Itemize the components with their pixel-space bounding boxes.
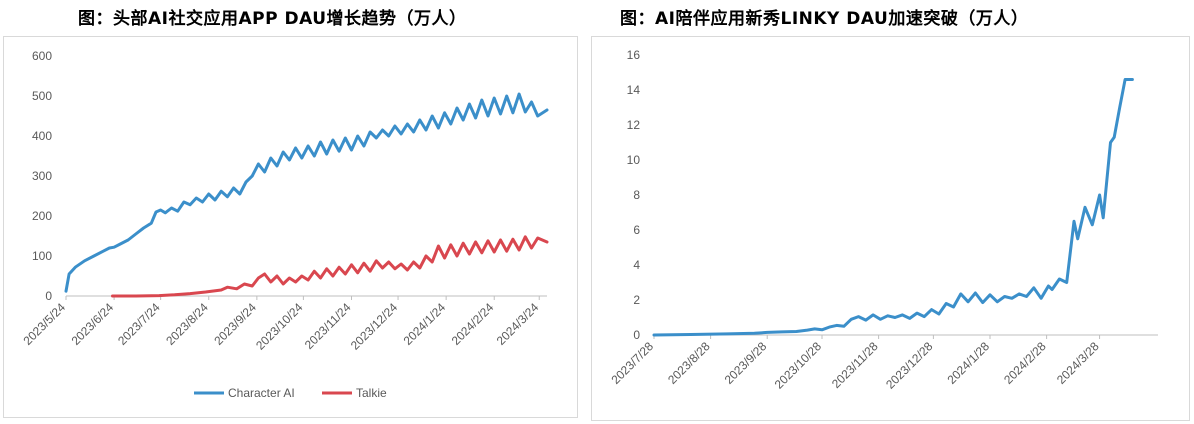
x-tick-label: 2023/11/24 bbox=[302, 300, 354, 352]
x-tick-label: 2024/1/28 bbox=[944, 339, 992, 387]
y-tick-label: 10 bbox=[627, 153, 641, 167]
y-tick-label: 14 bbox=[627, 83, 641, 97]
x-tick-label: 2023/12/24 bbox=[348, 300, 401, 353]
linky-dau-chart: 0 2 4 6 8 10 12 14 16 2023/7/28 2023/8/28 2023/9/28… bbox=[608, 48, 1158, 392]
y-tick-label: 400 bbox=[32, 129, 52, 143]
y-tick-label: 4 bbox=[633, 258, 640, 272]
y-tick-label: 0 bbox=[633, 328, 640, 342]
x-tick-label: 2024/1/24 bbox=[401, 300, 449, 348]
y-tick-label: 600 bbox=[32, 49, 52, 63]
series-line-talkie bbox=[111, 235, 549, 298]
y-tick-label: 0 bbox=[45, 289, 52, 303]
x-tick-label: 2024/3/24 bbox=[494, 300, 542, 348]
y-tick-label: 300 bbox=[32, 169, 52, 183]
x-tick-label: 2024/2/28 bbox=[1001, 339, 1049, 387]
x-tick-label: 2024/3/28 bbox=[1054, 339, 1102, 387]
x-tick-label: 2023/12/28 bbox=[883, 339, 936, 392]
x-tick-label: 2023/5/24 bbox=[20, 300, 68, 348]
x-tick-label: 2023/8/28 bbox=[665, 339, 713, 387]
y-tick-label: 500 bbox=[32, 89, 52, 103]
y-tick-label: 200 bbox=[32, 209, 52, 223]
y-tick-label: 6 bbox=[633, 223, 640, 237]
x-tick-label: 2023/7/24 bbox=[115, 300, 163, 348]
y-tick-label: 8 bbox=[633, 188, 640, 202]
chart-legend: Character AI Talkie bbox=[194, 386, 387, 400]
x-tick-label: 2023/9/24 bbox=[211, 300, 259, 348]
y-tick-label: 100 bbox=[32, 249, 52, 263]
left-chart-panel: 0 100 200 300 400 500 600 2023/5/24 2023/6/24 202… bbox=[3, 36, 578, 418]
y-tick-label: 12 bbox=[627, 118, 641, 132]
y-tick-label: 16 bbox=[627, 48, 641, 62]
series-line-character-ai bbox=[64, 92, 549, 293]
right-chart-title: 图：AI陪伴应用新秀LINKY DAU加速突破（万人） bbox=[620, 9, 1029, 29]
x-tick-label: 2023/7/28 bbox=[608, 339, 656, 387]
x-tick-label: 2023/10/24 bbox=[253, 300, 306, 353]
x-tick-label: 2023/10/28 bbox=[772, 339, 825, 392]
x-tick-label: 2023/9/28 bbox=[722, 339, 770, 387]
x-tick-label: 2024/2/24 bbox=[449, 300, 497, 348]
x-tick-label: 2023/8/24 bbox=[163, 300, 211, 348]
right-chart-panel: 0 2 4 6 8 10 12 14 16 2023/7/28 2023/8/28 2023/9/28… bbox=[591, 36, 1190, 421]
x-tick-label: 2023/6/24 bbox=[69, 300, 117, 348]
legend-character-ai-label: Character AI bbox=[228, 386, 295, 400]
y-tick-label: 2 bbox=[633, 293, 640, 307]
legend-talkie-label: Talkie bbox=[356, 386, 387, 400]
left-chart-title: 图：头部AI社交应用APP DAU增长趋势（万人） bbox=[78, 9, 467, 29]
x-tick-label: 2023/11/28 bbox=[829, 339, 881, 391]
series-line-linky bbox=[652, 78, 1134, 337]
